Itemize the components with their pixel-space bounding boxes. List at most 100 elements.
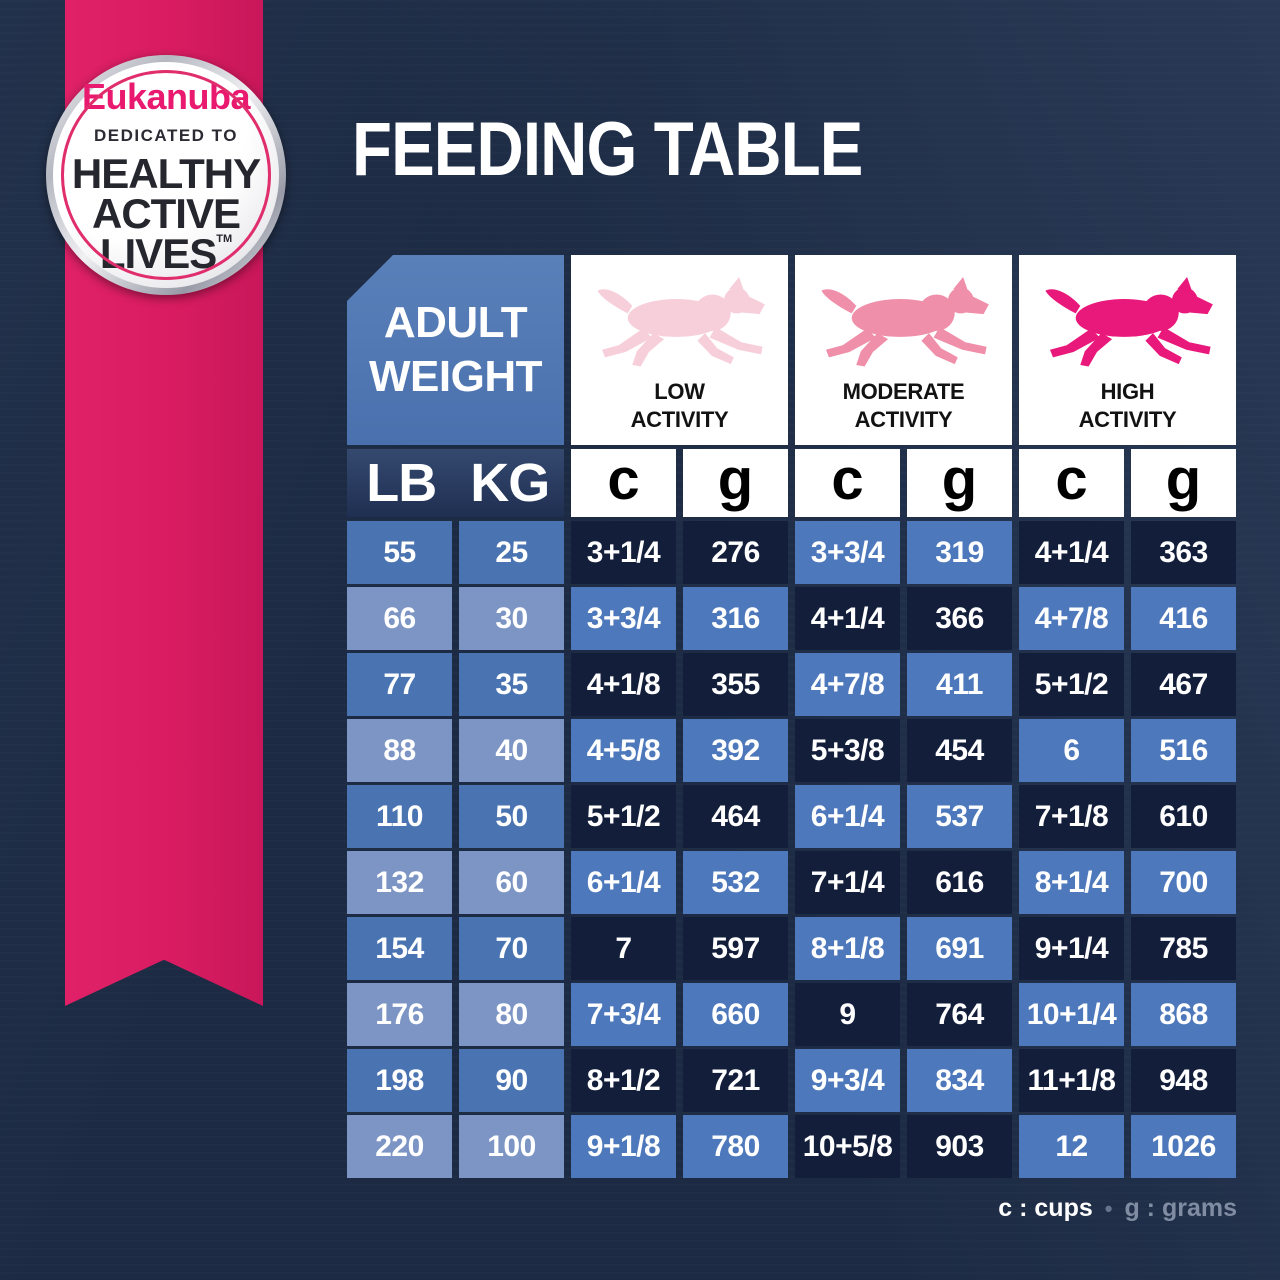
table-cell: 616 [907, 851, 1012, 914]
table-cell: 9+1/8 [571, 1115, 676, 1178]
table-subheader-row: LB KG c g c g c g [347, 449, 1236, 517]
table-cell: 411 [907, 653, 1012, 716]
activity-label-low: LOW ACTIVITY [630, 379, 729, 432]
table-cell: 40 [459, 719, 564, 782]
table-cell: 3+3/4 [571, 587, 676, 650]
table-cell: 7 [571, 917, 676, 980]
adult-weight-header: ADULT WEIGHT [347, 255, 564, 445]
table-cell: 77 [347, 653, 452, 716]
brand-badge-face: Eukanuba DEDICATED TO HEALTHY ACTIVE LIV… [53, 62, 279, 288]
running-dog-icon [1039, 271, 1217, 371]
badge-active: ACTIVE [91, 190, 241, 238]
unit-header-lb: LB [366, 453, 437, 513]
trademark-mark: TM [216, 232, 233, 245]
table-cell: 60 [459, 851, 564, 914]
activity-label-high: HIGH ACTIVITY [1078, 379, 1177, 432]
legend-separator: • [1104, 1196, 1113, 1221]
table-cell: 5+1/2 [571, 785, 676, 848]
table-cell: 5+1/2 [1019, 653, 1124, 716]
table-cell: 6+1/4 [571, 851, 676, 914]
table-cell: 3+3/4 [795, 521, 900, 584]
activity-header-low: LOW ACTIVITY [571, 255, 788, 445]
table-cell: 90 [459, 1049, 564, 1112]
table-cell: 12 [1019, 1115, 1124, 1178]
table-cell: 464 [683, 785, 788, 848]
unit-header-kg: KG [470, 453, 550, 513]
table-cell: 8+1/4 [1019, 851, 1124, 914]
table-cell: 198 [347, 1049, 452, 1112]
table-cell: 610 [1131, 785, 1236, 848]
table-cell: 700 [1131, 851, 1236, 914]
table-cell: 66 [347, 587, 452, 650]
table-cell: 355 [683, 653, 788, 716]
table-cell: 88 [347, 719, 452, 782]
table-cell: 4+7/8 [795, 653, 900, 716]
table-cell: 1026 [1131, 1115, 1236, 1178]
table-cell: 35 [459, 653, 564, 716]
table-cell: 319 [907, 521, 1012, 584]
table-header-row: ADULT WEIGHT LOW ACTIVITY MODERATE ACTIV… [347, 255, 1236, 445]
table-cell: 834 [907, 1049, 1012, 1112]
unit-header-high-cups: c [1019, 449, 1124, 517]
table-cell: 9+3/4 [795, 1049, 900, 1112]
table-cell: 110 [347, 785, 452, 848]
table-cell: 532 [683, 851, 788, 914]
table-cell: 3+1/4 [571, 521, 676, 584]
table-cell: 4+1/8 [571, 653, 676, 716]
table-cell: 392 [683, 719, 788, 782]
weight-units-bar: LB KG [347, 449, 564, 517]
table-cell: 30 [459, 587, 564, 650]
table-cell: 9+1/4 [1019, 917, 1124, 980]
table-cell: 416 [1131, 587, 1236, 650]
brand-logo: Eukanuba [81, 76, 251, 118]
table-cell: 5+3/8 [795, 719, 900, 782]
table-cell: 948 [1131, 1049, 1236, 1112]
table-cell: 55 [347, 521, 452, 584]
badge-healthy: HEALTHY [71, 150, 261, 198]
table-cell: 454 [907, 719, 1012, 782]
brand-badge: Eukanuba DEDICATED TO HEALTHY ACTIVE LIV… [46, 55, 286, 295]
table-cell: 363 [1131, 521, 1236, 584]
table-cell: 80 [459, 983, 564, 1046]
page-title: FEEDING TABLE [352, 107, 863, 192]
activity-header-moderate: MODERATE ACTIVITY [795, 255, 1012, 445]
badge-lives: LIVESTM [99, 229, 233, 277]
table-cell: 100 [459, 1115, 564, 1178]
table-cell: 366 [907, 587, 1012, 650]
table-cell: 467 [1131, 653, 1236, 716]
table-cell: 764 [907, 983, 1012, 1046]
unit-header-low-cups: c [571, 449, 676, 517]
table-cell: 220 [347, 1115, 452, 1178]
table-cell: 6 [1019, 719, 1124, 782]
table-cell: 785 [1131, 917, 1236, 980]
unit-header-high-grams: g [1131, 449, 1236, 517]
table-cell: 276 [683, 521, 788, 584]
unit-header-low-grams: g [683, 449, 788, 517]
table-cell: 4+1/4 [1019, 521, 1124, 584]
activity-header-high: HIGH ACTIVITY [1019, 255, 1236, 445]
table-cell: 176 [347, 983, 452, 1046]
table-cell: 11+1/8 [1019, 1049, 1124, 1112]
feeding-grid: 55 25 3+1/4 276 3+3/4 319 4+1/4 363 66 30 3+3/4 316… [347, 521, 1236, 1178]
table-cell: 10+5/8 [795, 1115, 900, 1178]
table-cell: 8+1/8 [795, 917, 900, 980]
table-cell: 4+7/8 [1019, 587, 1124, 650]
units-legend: c : cups • g : grams [998, 1194, 1237, 1223]
badge-tagline: DEDICATED TO [94, 126, 238, 146]
table-cell: 868 [1131, 983, 1236, 1046]
table-cell: 597 [683, 917, 788, 980]
table-cell: 25 [459, 521, 564, 584]
table-cell: 10+1/4 [1019, 983, 1124, 1046]
table-cell: 691 [907, 917, 1012, 980]
table-cell: 132 [347, 851, 452, 914]
unit-header-moderate-cups: c [795, 449, 900, 517]
table-cell: 9 [795, 983, 900, 1046]
running-dog-icon [815, 271, 993, 371]
activity-label-moderate: MODERATE ACTIVITY [842, 379, 965, 432]
table-cell: 6+1/4 [795, 785, 900, 848]
table-cell: 4+5/8 [571, 719, 676, 782]
table-cell: 721 [683, 1049, 788, 1112]
table-cell: 660 [683, 983, 788, 1046]
table-cell: 7+3/4 [571, 983, 676, 1046]
